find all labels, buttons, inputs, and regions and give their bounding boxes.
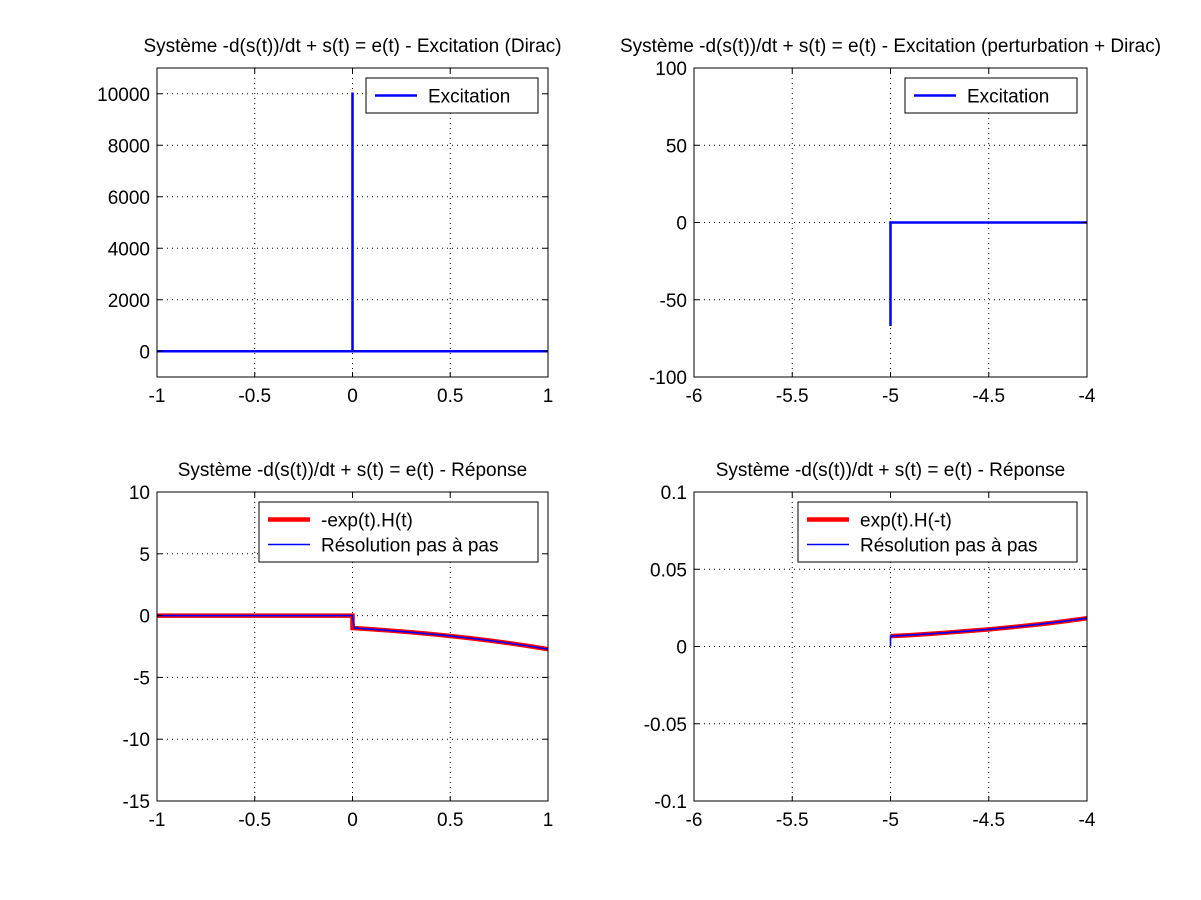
y-tick-label: 0 [139,342,150,363]
y-tick-label: 0.1 [661,483,687,504]
chart-4: -6 -5.5 -5 -4.5 -4 -0.1 -0.05 0 0.05 0.1 Système -… [644,460,1096,831]
y-tick-label: 10 [129,483,150,504]
series-line-1 [157,92,548,353]
x-tick-label: -0.5 [238,386,271,407]
legend-box [258,501,539,563]
x-tick-label: -4.5 [972,386,1005,407]
x-tick-label: -6 [686,386,703,407]
x-tick-label: 0.5 [437,386,463,407]
x-tick-label: 0 [347,386,358,407]
y-tick-label: 100 [655,59,687,80]
series-line-1 [889,221,1087,327]
x-tick-label: 1 [543,810,554,831]
chart-3: -1 -0.5 0 0.5 1 -15 -10 -5 0 5 10 Système -d(s(t))/… [123,460,554,831]
y-tick-label: -5 [133,668,150,689]
y-tick-label: 0.05 [650,560,687,581]
y-tick-label: 0 [139,607,150,628]
chart-title: Système -d(s(t))/dt + s(t) = e(t) - Exci… [620,36,1161,57]
x-tick-label: -1 [149,386,166,407]
legend: Excitation [904,77,1078,114]
y-tick-label: 50 [666,136,687,157]
legend-label: Résolution pas à pas [321,536,498,557]
y-tick-label: 2000 [108,291,150,312]
x-tick-label: -0.5 [238,810,271,831]
x-tick-label: 1 [543,386,554,407]
chart-title: Système -d(s(t))/dt + s(t) = e(t) - Répo… [716,460,1065,481]
y-tick-label: 5 [139,545,150,566]
legend-label: exp(t).H(-t) [860,511,952,532]
x-tick-label: -1 [149,810,166,831]
y-tick-label: -100 [649,368,687,389]
y-tick-label: -15 [123,792,150,813]
series-line-2 [157,614,548,650]
legend-label: Résolution pas à pas [860,536,1037,557]
y-tick-label: 0 [676,638,687,659]
x-tick-label: -5.5 [776,386,809,407]
legend-label: Excitation [428,87,510,108]
y-tick-label: -0.1 [654,792,687,813]
x-tick-label: -5 [882,810,899,831]
y-tick-label: -10 [123,730,150,751]
legend: exp(t).H(-t) Résolution pas à pas [797,501,1078,563]
series-line-2 [889,617,1087,647]
x-tick-label: -4 [1079,810,1096,831]
y-tick-label: 8000 [108,136,150,157]
x-tick-label: -6 [686,810,703,831]
x-tick-label: -4.5 [972,810,1005,831]
chart-title: Système -d(s(t))/dt + s(t) = e(t) - Exci… [143,36,561,57]
y-tick-label: 6000 [108,188,150,209]
chart-title: Système -d(s(t))/dt + s(t) = e(t) - Répo… [178,460,527,481]
legend-label: -exp(t).H(t) [321,511,413,532]
x-tick-label: -5.5 [776,810,809,831]
x-tick-label: -5 [882,386,899,407]
legend: -exp(t).H(t) Résolution pas à pas [258,501,539,563]
legend-box [797,501,1078,563]
x-tick-label: -4 [1079,386,1096,407]
y-tick-label: 10000 [97,85,150,106]
chart-1: -1 -0.5 0 0.5 1 0 2000 4000 6000 8000 10000 Système… [97,36,561,407]
y-tick-label: -50 [660,291,687,312]
y-tick-label: 4000 [108,239,150,260]
x-tick-label: 0.5 [437,810,463,831]
y-tick-label: -0.05 [644,715,687,736]
legend: Excitation [365,77,539,114]
y-tick-label: 0 [676,214,687,235]
legend-label: Excitation [967,87,1049,108]
x-tick-label: 0 [347,810,358,831]
